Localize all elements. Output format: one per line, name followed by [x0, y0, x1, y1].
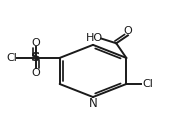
Text: Cl: Cl — [6, 53, 17, 63]
Text: S: S — [31, 51, 41, 64]
Text: N: N — [89, 97, 97, 110]
Text: O: O — [31, 68, 40, 78]
Text: Cl: Cl — [142, 79, 153, 89]
Text: HO: HO — [86, 33, 103, 43]
Text: O: O — [124, 26, 132, 36]
Text: O: O — [31, 38, 40, 48]
